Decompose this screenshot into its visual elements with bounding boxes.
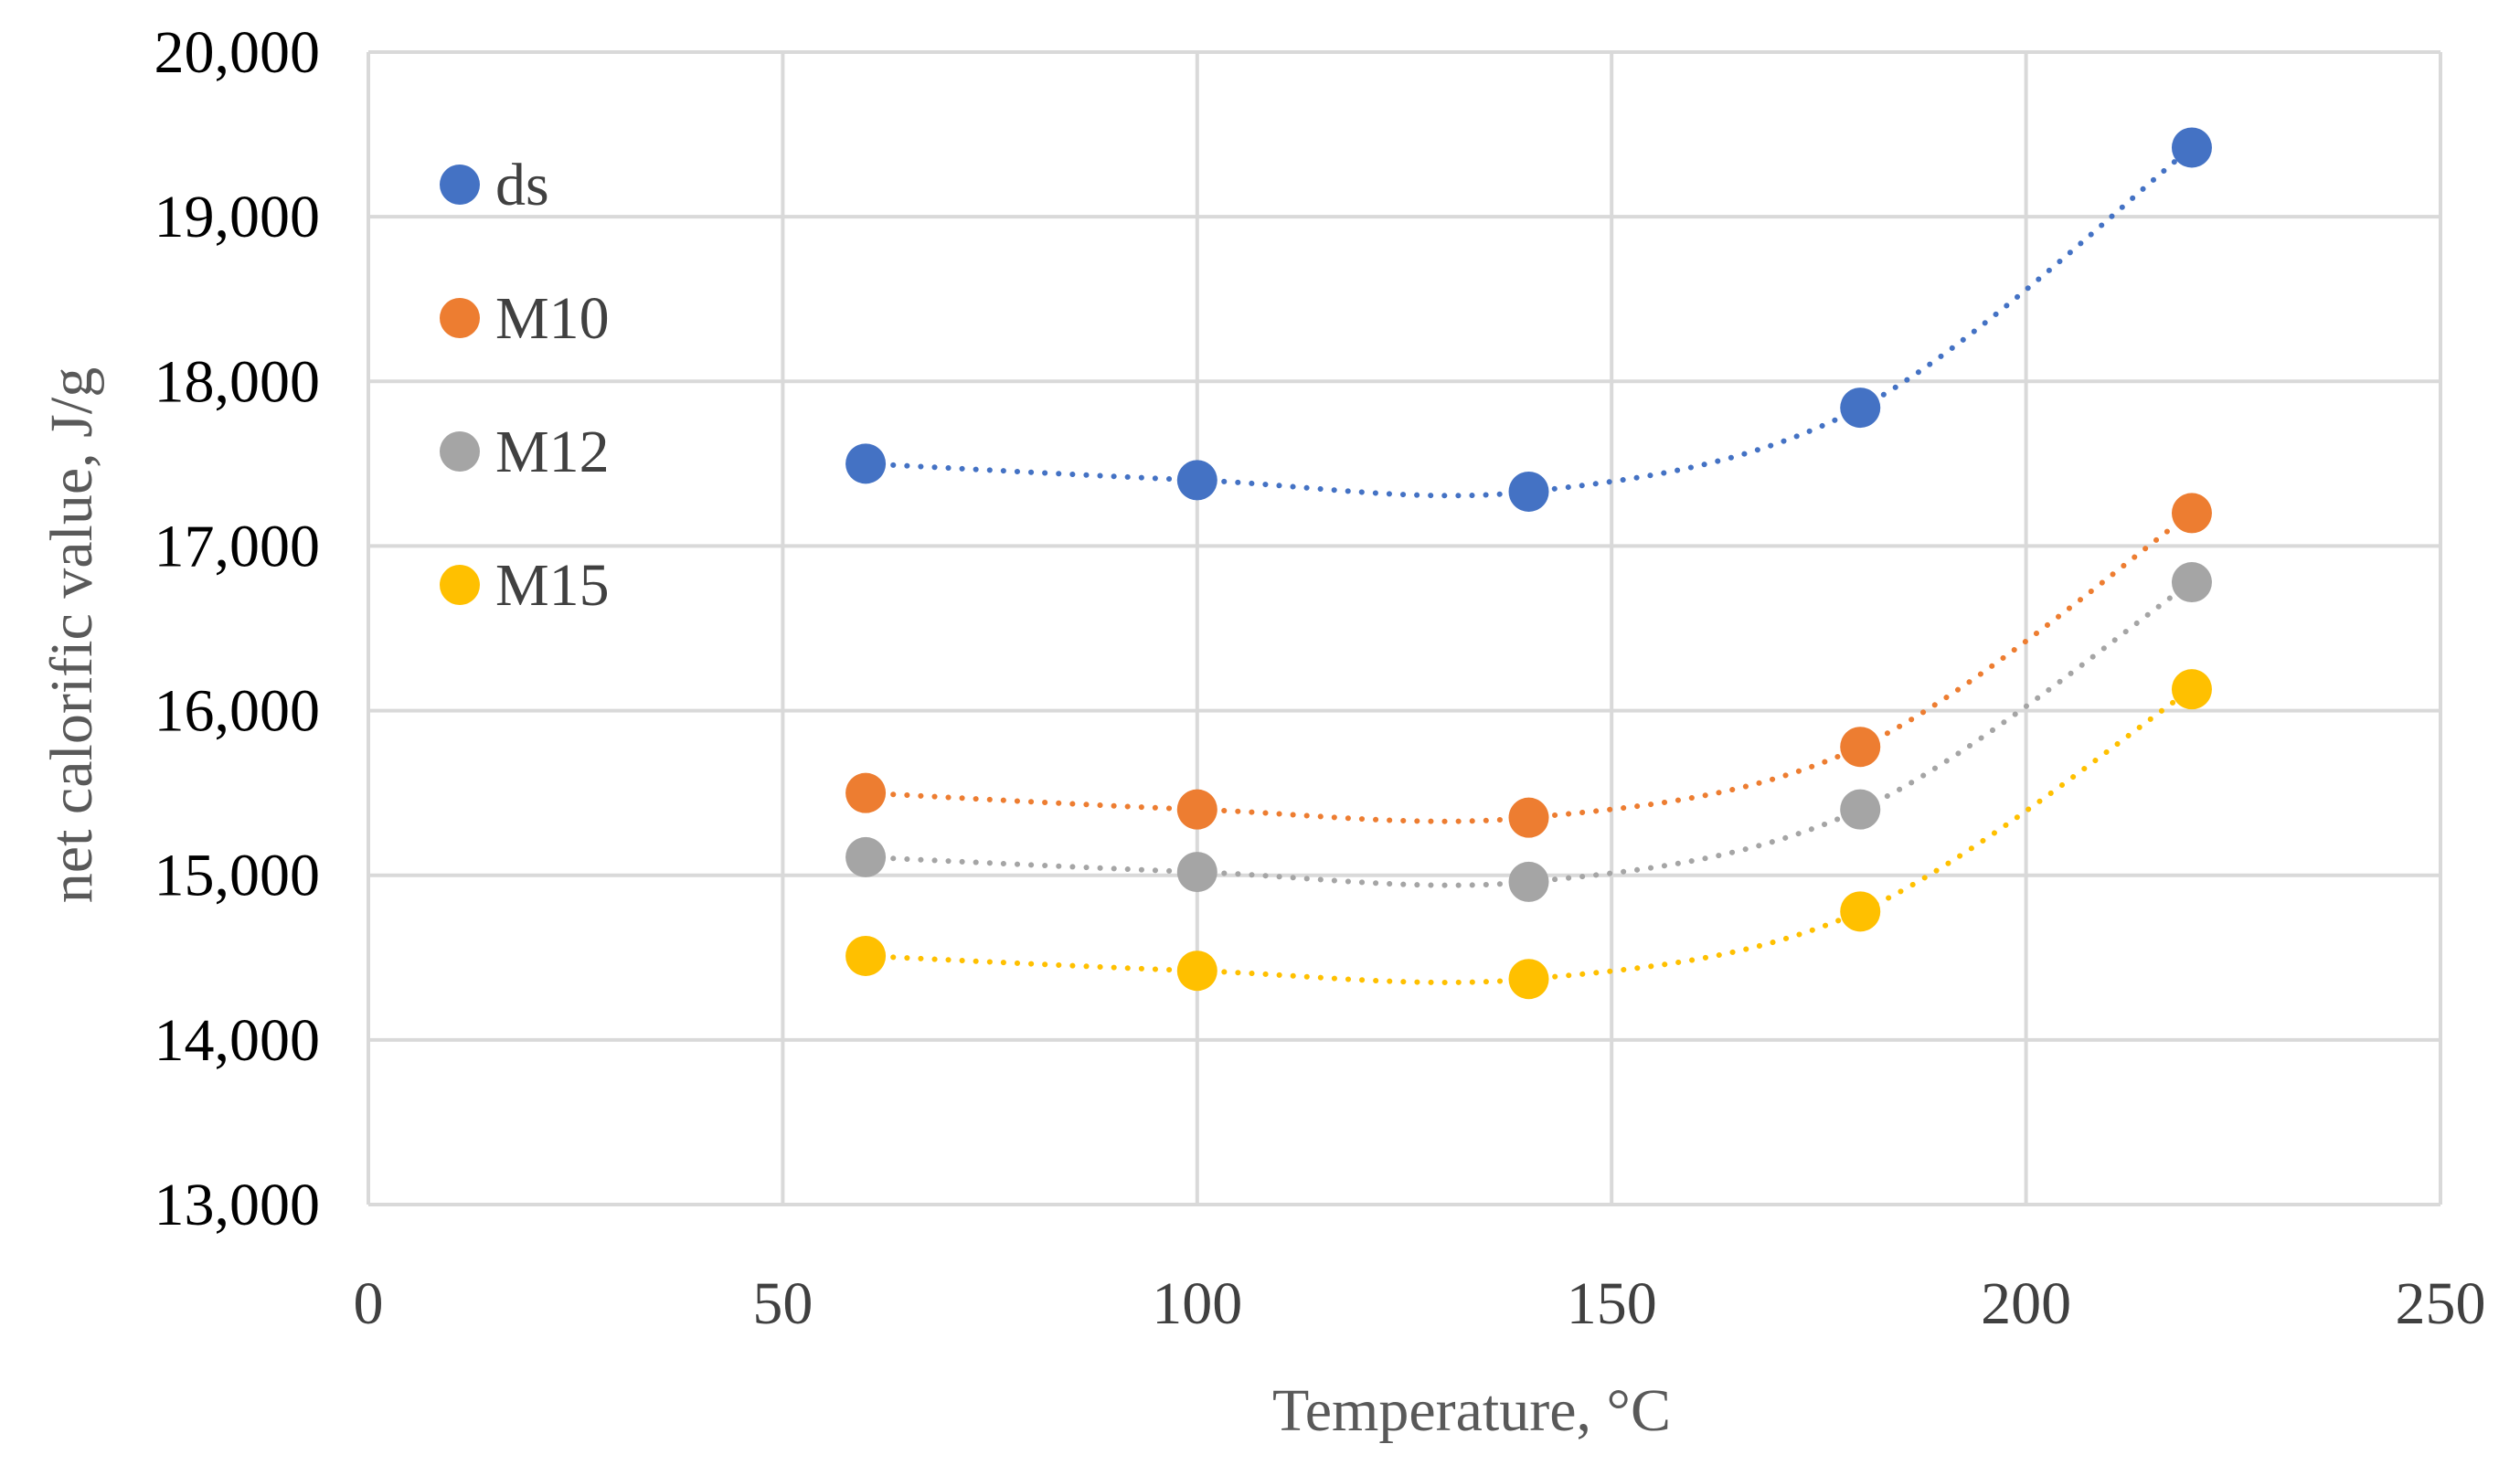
x-tick-labels: 0 50 100 150 200 250	[354, 1270, 2486, 1337]
y-tick-label: 16,000	[154, 678, 321, 745]
chart-grid	[367, 50, 2442, 1206]
data-point-ds	[845, 443, 887, 484]
legend-marker-m12	[440, 431, 480, 472]
legend-marker-m10	[440, 298, 480, 338]
y-tick-label: 20,000	[154, 19, 321, 86]
data-point-m10	[2171, 493, 2212, 534]
x-axis-title: Temperature, °C	[1272, 1377, 1671, 1444]
data-point-ds	[1840, 388, 1881, 429]
data-point-m15	[1840, 891, 1881, 932]
legend-label-m10: M10	[495, 285, 610, 352]
x-tick-label: 150	[1567, 1270, 1657, 1337]
data-point-m10	[1176, 789, 1217, 830]
x-tick-label: 0	[354, 1270, 384, 1337]
y-axis-title: net calorific value, J/g	[38, 367, 105, 903]
trendline-m12	[863, 579, 2195, 888]
x-tick-label: 200	[1981, 1270, 2071, 1337]
data-point-m15	[2171, 669, 2212, 710]
legend-marker-ds	[440, 165, 480, 205]
data-point-m15	[845, 935, 887, 976]
data-point-m12	[1176, 852, 1217, 893]
legend-label-ds: ds	[495, 152, 549, 218]
trendline-ds	[863, 144, 2195, 499]
y-tick-label: 18,000	[154, 348, 321, 415]
y-tick-label: 19,000	[154, 184, 321, 250]
legend-label-m15: M15	[495, 552, 610, 619]
trendlines	[863, 144, 2195, 985]
legend-label-m12: M12	[495, 419, 610, 485]
data-point-ds	[1176, 460, 1217, 501]
y-tick-label: 17,000	[154, 513, 321, 579]
data-point-ds	[1508, 471, 1549, 512]
data-point-m12	[845, 836, 887, 877]
data-point-m12	[1840, 789, 1881, 830]
x-tick-label: 100	[1152, 1270, 1242, 1337]
legend-marker-m15	[440, 565, 480, 605]
y-tick-label: 13,000	[154, 1172, 321, 1238]
data-point-m12	[1508, 861, 1549, 902]
y-tick-label: 14,000	[154, 1007, 321, 1074]
x-tick-label: 50	[752, 1270, 813, 1337]
data-point-m10	[845, 772, 887, 813]
trendline-m10	[863, 510, 2195, 824]
data-point-m15	[1176, 950, 1217, 992]
data-points	[845, 127, 2212, 1000]
data-point-ds	[2171, 127, 2212, 168]
data-point-m10	[1840, 727, 1881, 768]
data-point-m15	[1508, 959, 1549, 1000]
legend: ds M10 M12 M15	[440, 152, 610, 619]
y-tick-labels: 13,000 14,000 15,000 16,000 17,000 18,000 19,0…	[154, 19, 321, 1238]
y-tick-label: 15,000	[154, 843, 321, 909]
data-point-m12	[2171, 562, 2212, 603]
data-point-m10	[1508, 797, 1549, 838]
x-tick-label: 250	[2396, 1270, 2486, 1337]
